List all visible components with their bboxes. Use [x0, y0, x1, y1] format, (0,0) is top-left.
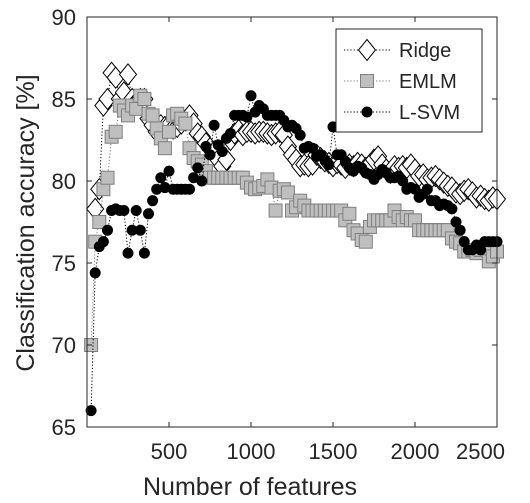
data-point-l-svm — [85, 405, 97, 417]
data-point-l-svm — [134, 224, 146, 236]
y-tick-label: 70 — [52, 333, 76, 358]
data-point-l-svm — [294, 129, 306, 141]
data-point-l-svm — [208, 119, 220, 131]
data-point-l-svm — [138, 247, 150, 259]
legend-marker-l-svm — [361, 106, 373, 118]
data-point-l-svm — [155, 172, 167, 184]
data-point-l-svm — [216, 145, 228, 157]
x-tick-label: 1000 — [227, 439, 276, 464]
data-point-emlm — [137, 92, 152, 106]
data-point-emlm — [280, 185, 295, 200]
y-axis-label: Classification accuracy [%] — [12, 74, 40, 371]
x-tick-label: 2500 — [456, 439, 505, 464]
legend-marker-emlm — [360, 74, 374, 88]
data-point-emlm — [145, 108, 160, 123]
data-point-ridge — [118, 63, 138, 86]
series-layer — [84, 61, 507, 417]
data-point-l-svm — [184, 183, 195, 195]
series-emlm — [84, 88, 504, 352]
data-point-emlm — [268, 203, 283, 218]
data-point-l-svm — [196, 175, 208, 187]
data-point-l-svm — [143, 208, 154, 220]
data-point-emlm — [100, 170, 115, 185]
axes-layer: 500 1000 1500 2000 2500 65 70 75 80 85 90 — [52, 5, 505, 464]
data-point-l-svm — [163, 165, 175, 177]
data-point-emlm — [162, 124, 176, 139]
data-point-l-svm — [454, 224, 466, 236]
data-point-emlm — [358, 234, 373, 249]
data-point-l-svm — [97, 236, 109, 248]
series-ridge — [86, 61, 507, 221]
data-point-emlm — [342, 206, 357, 221]
y-tick-label: 65 — [52, 415, 76, 440]
data-point-emlm — [178, 116, 193, 131]
data-point-l-svm — [225, 127, 236, 139]
data-point-l-svm — [130, 205, 142, 217]
data-point-l-svm — [89, 267, 101, 279]
legend-item-ridge: Ridge — [344, 38, 451, 62]
axes-frame — [86, 16, 498, 428]
data-point-l-svm — [446, 203, 458, 215]
y-tick-label: 90 — [52, 5, 76, 30]
data-point-l-svm — [102, 224, 113, 236]
data-point-l-svm — [118, 205, 130, 217]
data-point-l-svm — [122, 247, 134, 259]
x-tick-label: 500 — [151, 439, 188, 464]
x-tick-label: 1500 — [309, 439, 358, 464]
legend-label-l-svm: L-SVM — [399, 102, 460, 124]
legend-item-emlm: EMLM — [344, 71, 457, 93]
legend-marker-ridge — [357, 38, 377, 62]
y-tick-label: 75 — [52, 251, 76, 276]
data-point-l-svm — [245, 90, 257, 102]
data-point-l-svm — [421, 183, 433, 195]
legend-label-emlm: EMLM — [399, 71, 457, 93]
data-point-l-svm — [204, 149, 216, 161]
x-axis-label: Number of features — [143, 473, 357, 501]
y-tick-label: 80 — [52, 169, 76, 194]
x-tick-label: 2000 — [391, 439, 440, 464]
legend-item-l-svm: L-SVM — [344, 102, 460, 124]
data-point-l-svm — [323, 159, 335, 171]
y-tick-label: 85 — [52, 87, 76, 112]
legend-label-ridge: Ridge — [399, 40, 451, 62]
data-point-l-svm — [147, 195, 159, 207]
data-point-l-svm — [241, 111, 253, 123]
data-point-ridge — [98, 87, 117, 111]
data-point-emlm — [157, 141, 172, 156]
data-point-l-svm — [192, 162, 204, 174]
legend: Ridge EMLM L-SVM — [335, 28, 483, 133]
data-point-emlm — [92, 215, 107, 229]
data-point-emlm — [108, 124, 123, 139]
